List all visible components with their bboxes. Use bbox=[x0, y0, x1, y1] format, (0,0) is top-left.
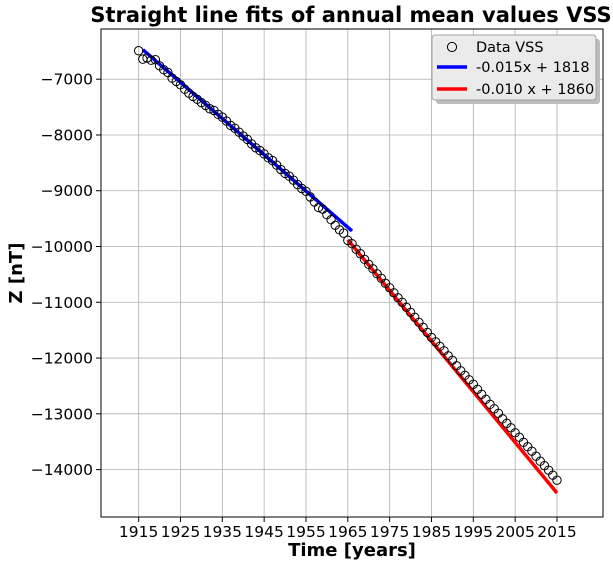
data-point bbox=[552, 475, 562, 485]
x-tick-label: 1985 bbox=[412, 523, 451, 541]
data-point bbox=[133, 46, 144, 56]
y-axis-label: Z [nT] bbox=[6, 243, 27, 304]
legend-label-red-fit: -0.010 x + 1860 bbox=[476, 82, 594, 98]
y-tick-label: −13000 bbox=[31, 405, 93, 423]
y-tick-label: −8000 bbox=[41, 126, 93, 144]
x-tick-label: 1995 bbox=[454, 523, 493, 541]
y-tick-label: −9000 bbox=[41, 182, 93, 200]
legend-label-blue-fit: -0.015x + 1818 bbox=[476, 60, 590, 76]
data-point bbox=[146, 55, 156, 65]
y-tick-label: −7000 bbox=[41, 71, 93, 89]
x-tick-label: 1965 bbox=[328, 523, 367, 541]
x-tick-label: 1975 bbox=[370, 523, 409, 541]
x-axis-label: Time [years] bbox=[288, 540, 416, 561]
legend-box bbox=[431, 34, 597, 101]
y-tick-label: −14000 bbox=[31, 461, 93, 479]
plot-background bbox=[101, 29, 603, 517]
y-tick-label: −12000 bbox=[31, 350, 93, 368]
y-tick-label: −11000 bbox=[31, 294, 93, 312]
x-tick-label: 1925 bbox=[161, 523, 200, 541]
x-tick-label: 2015 bbox=[537, 523, 576, 541]
x-tick-label: 1915 bbox=[119, 523, 158, 541]
legend-label-data-vss: Data VSS bbox=[476, 40, 544, 56]
data-points-layer bbox=[133, 46, 562, 485]
legend: Data VSS -0.015x + 1818 -0.010 x + 1860 bbox=[431, 34, 600, 104]
x-tick-label: 2005 bbox=[495, 523, 534, 541]
x-tick-label: 1935 bbox=[203, 523, 242, 541]
plot-frame bbox=[100, 28, 604, 518]
legend-marker-data-vss bbox=[446, 41, 458, 53]
fit-line-1 bbox=[141, 48, 354, 233]
x-tick-label: 1945 bbox=[244, 523, 283, 541]
chart-title: Straight line fits of annual mean values… bbox=[90, 3, 611, 27]
y-tick-label: −10000 bbox=[31, 238, 93, 256]
x-tick-label: 1955 bbox=[286, 523, 325, 541]
data-point bbox=[205, 104, 215, 114]
data-point bbox=[338, 228, 349, 238]
data-point bbox=[313, 202, 324, 213]
tick-layer: 1915 1925 1935 1945 1955 1965 1975 1985 1995 2005… bbox=[31, 71, 577, 541]
